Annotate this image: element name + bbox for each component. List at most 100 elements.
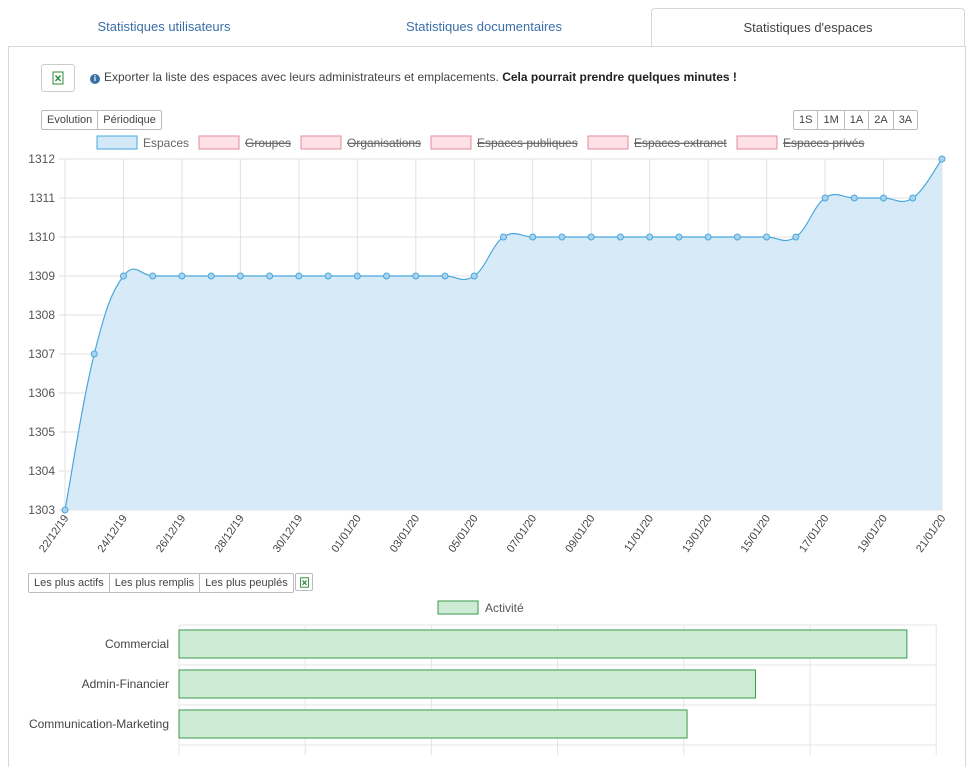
espaces-point xyxy=(412,272,420,280)
legend-swatch-3 xyxy=(430,135,472,150)
espaces-point xyxy=(733,233,741,241)
legend-swatch-4 xyxy=(587,135,629,150)
range-button-group: 1S 1M 1A 2A 3A xyxy=(793,110,919,130)
y-tick-label: 1308 xyxy=(28,308,55,322)
legend-label-3: Espaces publiques xyxy=(477,136,578,150)
x-tick-label: 13/01/20 xyxy=(680,513,714,555)
export-info-text: Exporter la liste des espaces avec leurs… xyxy=(104,70,499,84)
espaces-point xyxy=(119,272,127,280)
x-tick-label: 17/01/20 xyxy=(797,513,831,555)
activity-bar xyxy=(178,709,688,739)
legend-label-5: Espaces privés xyxy=(783,136,864,150)
espaces-point xyxy=(441,272,449,280)
espaces-point xyxy=(529,233,537,241)
espaces-point xyxy=(792,233,800,241)
x-tick-label: 28/12/19 xyxy=(212,513,246,555)
espaces-point xyxy=(383,272,391,280)
evolution-button[interactable]: Evolution xyxy=(41,110,99,130)
x-tick-label: 22/12/19 xyxy=(37,513,71,555)
x-tick-label: 05/01/20 xyxy=(446,513,480,555)
espaces-point xyxy=(675,233,683,241)
espaces-point xyxy=(324,272,332,280)
activity-bar-chart: Activité Commercial Admin-Financier Communi… xyxy=(29,600,937,755)
export-info: i Exporter la liste des espaces avec leur… xyxy=(90,70,737,84)
ranking-button-group: Les plus actifs Les plus remplis Les plu… xyxy=(28,573,294,593)
activity-bar xyxy=(178,669,756,699)
y-tick-label: 1305 xyxy=(28,425,55,439)
export-ranking-button[interactable] xyxy=(295,573,313,591)
legend-label-activity: Activité xyxy=(485,601,524,615)
y-tick-label: 1312 xyxy=(28,152,55,166)
category-label: Commercial xyxy=(105,637,169,651)
espaces-point xyxy=(616,233,624,241)
x-tick-label: 01/01/20 xyxy=(329,513,363,555)
activity-bar xyxy=(178,629,908,659)
espaces-point xyxy=(763,233,771,241)
range-1a-button[interactable]: 1A xyxy=(843,110,870,130)
x-tick-label: 21/01/20 xyxy=(914,513,948,555)
most-active-button[interactable]: Les plus actifs xyxy=(28,573,110,593)
legend-label-4: Espaces extranet xyxy=(634,136,727,150)
excel-icon xyxy=(299,576,309,588)
legend-swatch-0 xyxy=(96,135,138,150)
espaces-point xyxy=(236,272,244,280)
x-tick-label: 19/01/20 xyxy=(856,513,890,555)
export-excel-button[interactable] xyxy=(41,64,75,92)
y-tick-label: 1303 xyxy=(28,503,55,517)
espaces-point xyxy=(880,194,888,202)
range-1s-button[interactable]: 1S xyxy=(793,110,819,130)
espaces-point xyxy=(178,272,186,280)
espaces-point xyxy=(704,233,712,241)
espaces-point xyxy=(587,233,595,241)
espaces-point xyxy=(90,350,98,358)
x-tick-label: 07/01/20 xyxy=(505,513,539,555)
y-tick-label: 1309 xyxy=(28,269,55,283)
espaces-point xyxy=(470,272,478,280)
y-tick-label: 1304 xyxy=(28,464,55,478)
y-tick-label: 1307 xyxy=(28,347,55,361)
tab-space-stats[interactable]: Statistiques d'espaces xyxy=(651,8,965,47)
legend-swatch-5 xyxy=(736,135,778,150)
category-label: Communication-Marketing xyxy=(29,717,169,731)
espaces-point xyxy=(295,272,303,280)
y-tick-label: 1311 xyxy=(29,191,55,205)
range-3a-button[interactable]: 3A xyxy=(892,110,919,130)
y-tick-label: 1310 xyxy=(28,230,55,244)
x-tick-label: 03/01/20 xyxy=(388,513,422,555)
tab-user-stats[interactable]: Statistiques utilisateurs xyxy=(97,19,231,34)
mode-button-group: Evolution Périodique xyxy=(41,110,162,130)
espaces-area xyxy=(65,159,942,510)
periodic-button[interactable]: Périodique xyxy=(97,110,162,130)
y-tick-label: 1306 xyxy=(28,386,55,400)
excel-icon xyxy=(52,71,64,85)
x-tick-label: 09/01/20 xyxy=(563,513,597,555)
espaces-point xyxy=(207,272,215,280)
legend-label-0: Espaces xyxy=(143,136,189,150)
espaces-point xyxy=(353,272,361,280)
espaces-point xyxy=(821,194,829,202)
espaces-point xyxy=(850,194,858,202)
info-icon: i xyxy=(90,74,100,84)
spaces-line-chart: Espaces Groupes Organisations Espaces publi… xyxy=(28,135,948,555)
legend-swatch-activity xyxy=(437,600,479,615)
tab-bar: Statistiques utilisateurs Statistiques d… xyxy=(0,0,972,47)
espaces-point xyxy=(266,272,274,280)
legend-label-1: Groupes xyxy=(245,136,291,150)
range-1m-button[interactable]: 1M xyxy=(817,110,845,130)
espaces-point xyxy=(646,233,654,241)
espaces-point xyxy=(558,233,566,241)
legend-swatch-2 xyxy=(300,135,342,150)
espaces-point xyxy=(938,155,946,163)
legend-label-2: Organisations xyxy=(347,136,421,150)
most-filled-button[interactable]: Les plus remplis xyxy=(108,573,201,593)
legend-swatch-1 xyxy=(198,135,240,150)
most-populated-button[interactable]: Les plus peuplés xyxy=(199,573,294,593)
espaces-point xyxy=(500,233,507,241)
x-tick-label: 15/01/20 xyxy=(739,513,773,555)
tab-document-stats[interactable]: Statistiques documentaires xyxy=(405,19,563,34)
range-2a-button[interactable]: 2A xyxy=(868,110,894,130)
export-info-warning: Cela pourrait prendre quelques minutes ! xyxy=(502,70,737,84)
x-tick-label: 24/12/19 xyxy=(96,513,130,555)
category-label: Admin-Financier xyxy=(82,677,169,691)
espaces-point xyxy=(149,272,157,280)
